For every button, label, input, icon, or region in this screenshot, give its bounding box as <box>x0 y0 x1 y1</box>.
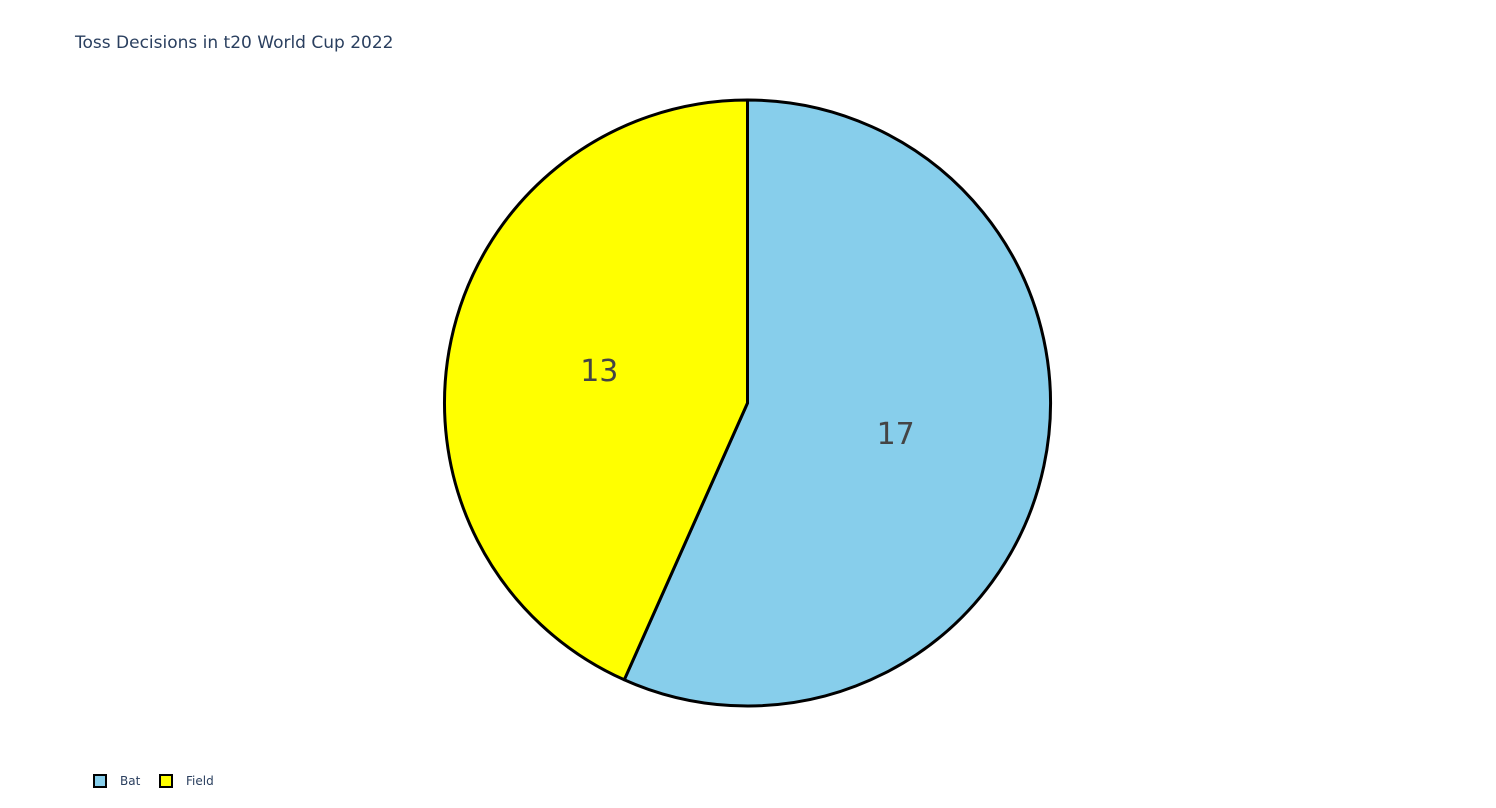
legend-item-bat[interactable]: Bat <box>93 774 141 788</box>
legend-swatch-bat <box>93 774 107 788</box>
legend-label-bat: Bat <box>120 774 141 788</box>
slice-value-label-field: 13 <box>580 354 618 389</box>
legend-label-field: Field <box>186 774 214 788</box>
chart-title: Toss Decisions in t20 World Cup 2022 <box>75 33 394 53</box>
legend-item-field[interactable]: Field <box>159 774 214 788</box>
legend: Bat Field <box>93 774 214 788</box>
pie-slices <box>443 98 1052 708</box>
legend-swatch-field <box>159 774 173 788</box>
pie-slice-field[interactable] <box>443 98 749 682</box>
pie-slice-bat[interactable] <box>622 98 1052 708</box>
slice-value-label-bat: 17 <box>877 417 915 452</box>
